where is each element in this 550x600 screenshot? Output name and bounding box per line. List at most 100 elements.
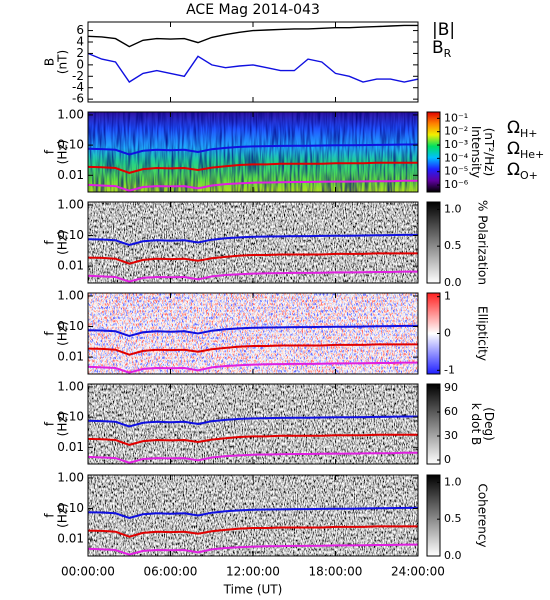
colorbar-label: % Polarization [476, 200, 490, 285]
y-tick-label: 0.01 [57, 532, 84, 546]
colorbar [426, 474, 441, 557]
legend-name: Ω [507, 118, 520, 138]
gyrofrequency-line [88, 415, 418, 428]
x-tick-label: 18:00:00 [309, 565, 363, 579]
colorbar [426, 383, 441, 465]
y-axis-label: f [43, 513, 57, 518]
legend-name: |B| [432, 20, 455, 40]
gyrofrequency-line [88, 252, 418, 265]
gyrofrequency-line [88, 179, 418, 192]
x-axis-label: Time (UT) [223, 583, 283, 597]
y-tick-label: 4 [76, 35, 84, 49]
colorbar-tick-label: 0.5 [444, 239, 462, 252]
colorbar-tick-label: 0.5 [444, 512, 462, 525]
gyrofrequency-line [88, 161, 418, 174]
gyrofrequency-line [88, 543, 418, 556]
x-tick-label: 06:00:00 [144, 565, 198, 579]
y-tick-label: 1.00 [57, 288, 84, 302]
y-tick-label: 1.00 [57, 470, 84, 484]
gyrofrequency-line [88, 324, 418, 338]
y-axis-label: f [43, 421, 57, 426]
data-line [88, 52, 418, 83]
spectrogram-image [88, 202, 418, 283]
spectrogram-texture [88, 112, 418, 192]
y-axis-label: (Hz) [56, 503, 70, 528]
chart-title: ACE Mag 2014-043 [186, 2, 320, 18]
y-axis-label: f [43, 240, 57, 245]
spectrogram-image [88, 475, 418, 556]
y-tick-label: 1.00 [57, 107, 84, 121]
colorbar-tick-label: 10⁻¹ [444, 111, 468, 124]
legend-sub: O+ [520, 169, 538, 182]
y-tick-label: 2 [76, 46, 84, 60]
colorbar-tick-label: 10⁻⁵ [444, 165, 468, 178]
legend-label: BR [432, 38, 452, 60]
y-tick-label: 1.00 [57, 197, 84, 211]
gyrofrequency-line [88, 270, 418, 283]
legend-sub: R [444, 47, 452, 60]
colorbar [426, 201, 441, 284]
spectrogram-image [88, 384, 418, 464]
x-tick-label: 24:00:00 [391, 565, 445, 579]
y-tick-label: 6 [76, 23, 84, 37]
y-axis-label: (Hz) [56, 412, 70, 437]
colorbar-tick-label: -1 [444, 363, 455, 376]
colorbar-tick-label: 10⁻⁶ [444, 178, 469, 191]
x-tick-label: 00:00:00 [61, 565, 115, 579]
data-line [88, 24, 418, 48]
y-tick-label: 0.10 [57, 410, 84, 424]
legend-name: Ω [507, 160, 520, 180]
gyrofrequency-line [88, 343, 418, 356]
y-tick-label: 1.00 [57, 379, 84, 393]
colorbar-label: Intensity [469, 126, 483, 178]
colorbar-tick-label: 1.0 [444, 202, 462, 215]
colorbar-tick-label: 60 [444, 405, 458, 418]
colorbar-label: k dot B [469, 403, 483, 445]
plot-frame [87, 21, 419, 103]
colorbar-tick-label: 10⁻² [444, 125, 468, 138]
gyrofrequency-line [88, 143, 418, 156]
y-tick-label: -6 [72, 92, 84, 106]
y-tick-label: 0.10 [57, 138, 84, 152]
legend-name: B [432, 38, 444, 58]
colorbar-label: Coherency [476, 483, 490, 547]
y-tick-label: -4 [72, 80, 84, 94]
gyrofrequency-line [88, 506, 418, 520]
legend-sub: H+ [520, 127, 538, 140]
legend-sub: He+ [520, 148, 544, 161]
y-tick-label: 0 [76, 57, 84, 71]
colorbar-tick-label: 0.0 [444, 549, 462, 562]
colorbar-tick-label: 0.0 [444, 276, 462, 289]
gyrofrequency-line [88, 233, 418, 247]
spectrogram-image [88, 293, 418, 374]
gyrofrequency-line [88, 525, 418, 538]
x-tick-label: 12:00:00 [226, 565, 280, 579]
colorbar-tick-label: 1 [444, 290, 451, 303]
y-axis-label: (Hz) [56, 321, 70, 346]
colorbar-tick-label: 0 [444, 327, 451, 340]
y-tick-label: 0.01 [57, 168, 84, 182]
legend-label: ΩHe+ [507, 139, 544, 161]
gyrofrequency-line [88, 451, 418, 464]
y-axis-label: f [43, 331, 57, 336]
legend-label: |B| [432, 20, 455, 40]
y-axis-label: (nT) [56, 50, 70, 74]
colorbar-tick-label: 10⁻³ [444, 138, 468, 151]
colorbar-label: Ellipticity [476, 306, 490, 361]
colorbar-tick-label: 90 [444, 381, 458, 394]
y-tick-label: 0.01 [57, 350, 84, 364]
y-tick-label: -2 [72, 69, 84, 83]
colorbar-label: (nT²/Hz) [482, 128, 496, 176]
colorbar-tick-label: 10⁻⁴ [444, 151, 469, 164]
y-axis-label: B [43, 58, 57, 66]
colorbar-tick-label: 0 [444, 453, 451, 466]
gyrofrequency-line [88, 433, 418, 446]
y-tick-label: 0.01 [57, 259, 84, 273]
y-tick-label: 0.10 [57, 228, 84, 242]
y-axis-label: (Hz) [56, 140, 70, 165]
legend-label: ΩH+ [507, 118, 538, 140]
y-tick-label: 0.10 [57, 319, 84, 333]
colorbar [426, 111, 441, 193]
gyrofrequency-line [88, 361, 418, 374]
